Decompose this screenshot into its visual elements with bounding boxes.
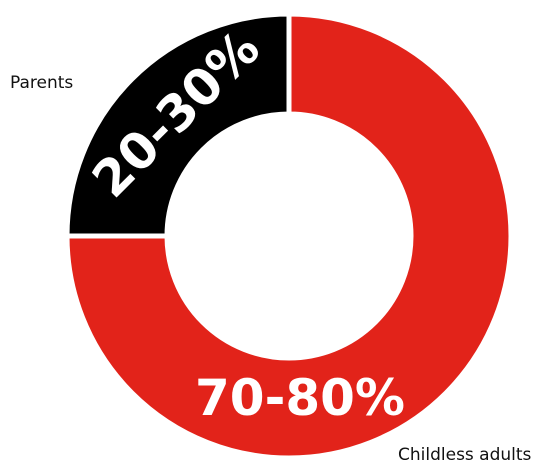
legend-label-childless-adults: Childless adults <box>398 445 532 464</box>
legend-label-parents: Parents <box>10 73 73 93</box>
slice-value-label-childless-adults: 70-80% <box>195 369 405 427</box>
donut-slices <box>64 11 514 461</box>
donut-slice-parents <box>64 11 292 239</box>
donut-slice-childless-adults <box>64 11 514 461</box>
